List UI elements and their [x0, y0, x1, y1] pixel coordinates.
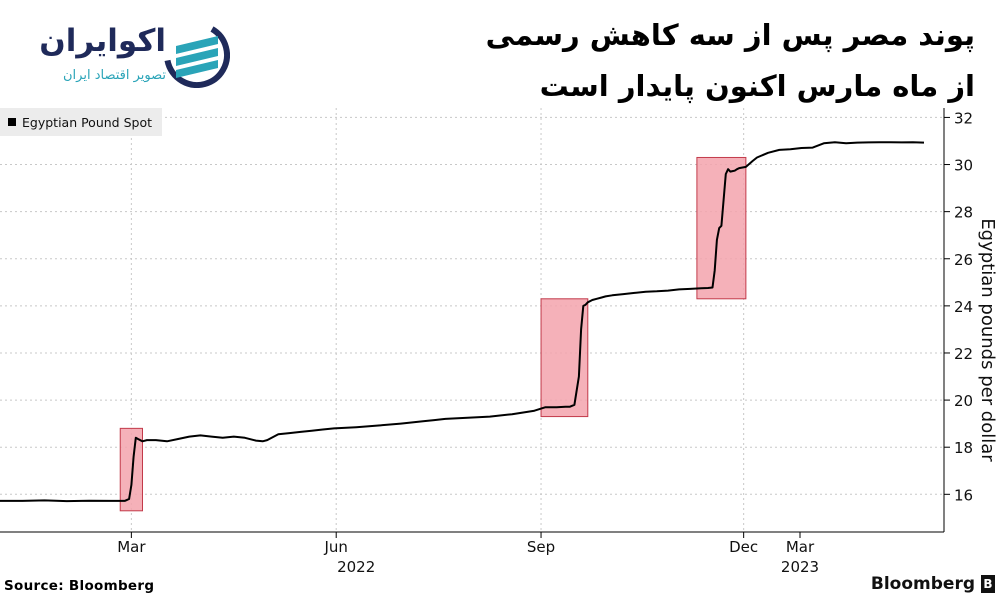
y-tick-label-28: 28	[954, 204, 973, 222]
y-tick-label-22: 22	[954, 345, 973, 363]
y-tick-label-20: 20	[954, 392, 973, 410]
y-tick-label-16: 16	[954, 486, 973, 504]
y-tick-label-26: 26	[954, 251, 973, 269]
bloomberg-brand: Bloomberg B	[871, 574, 995, 594]
legend-label: Egyptian Pound Spot	[22, 114, 153, 130]
x-tick-label-dec: Dec	[729, 538, 758, 556]
y-tick-label-18: 18	[954, 439, 973, 457]
legend-swatch	[8, 118, 16, 126]
x-year-label-2022: 2022	[337, 558, 375, 576]
x-year-label-2023: 2023	[781, 558, 819, 576]
x-tick-label-mar: Mar	[117, 538, 146, 556]
y-tick-label-32: 32	[954, 109, 973, 127]
x-tick-label-jun2022: Jun	[323, 538, 347, 556]
logo-name: اکوایران	[39, 23, 166, 59]
x-tick-label-sep: Sep	[527, 538, 555, 556]
chart-title: پوند مصر پس از سه کاهش رسمی از ماه مارس …	[415, 10, 975, 112]
y-tick-label-24: 24	[954, 298, 973, 316]
title-line-2: از ماه مارس اکنون پایدار است	[539, 69, 975, 103]
devaluation-highlight-2	[540, 298, 589, 418]
y-tick-label-30: 30	[954, 157, 973, 175]
logo-subtitle: تصویر اقتصاد ایران	[63, 68, 166, 83]
x-tick-label-mar2023: Mar	[786, 538, 815, 556]
y-axis-title: Egyptian pounds per dollar	[977, 218, 998, 462]
brand-name: Bloomberg	[870, 574, 975, 594]
title-line-1: پوند مصر پس از سه کاهش رسمی	[485, 18, 975, 52]
devaluation-highlight-3	[696, 156, 747, 300]
bloomberg-terminal-icon: B	[981, 575, 995, 593]
source-note: Source: Bloomberg	[4, 578, 155, 594]
logo-mark-icon	[164, 22, 230, 88]
devaluation-highlight-1	[119, 427, 143, 512]
series-line-egyptian-pound-spot	[0, 141, 925, 503]
legend: Egyptian Pound Spot	[0, 108, 163, 136]
brand-logo: اکوایران تصویر اقتصاد ایران	[16, 14, 232, 88]
